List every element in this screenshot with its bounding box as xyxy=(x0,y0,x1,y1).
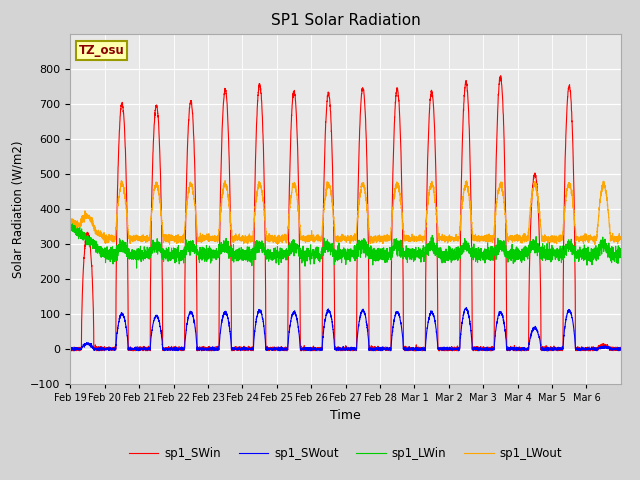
sp1_SWin xyxy=(67,346,74,351)
sp1_LWout xyxy=(396,185,403,191)
sp1_LWout xyxy=(617,234,625,240)
sp1_SWout xyxy=(524,346,532,352)
sp1_SWin xyxy=(497,73,504,79)
sp1_LWout xyxy=(524,234,531,240)
sp1_LWin xyxy=(132,265,140,271)
Text: TZ_osu: TZ_osu xyxy=(79,44,124,57)
sp1_LWin xyxy=(67,218,74,224)
sp1_SWin xyxy=(524,345,532,350)
Title: SP1 Solar Radiation: SP1 Solar Radiation xyxy=(271,13,420,28)
sp1_LWin xyxy=(396,248,403,253)
sp1_LWin xyxy=(497,247,504,252)
Y-axis label: Solar Radiation (W/m2): Solar Radiation (W/m2) xyxy=(12,140,25,277)
sp1_LWout xyxy=(538,232,546,238)
sp1_SWin xyxy=(497,75,504,81)
sp1_LWin xyxy=(524,256,532,262)
X-axis label: Time: Time xyxy=(330,408,361,421)
sp1_SWin xyxy=(396,110,403,116)
Legend: sp1_SWin, sp1_SWout, sp1_LWin, sp1_LWout: sp1_SWin, sp1_SWout, sp1_LWin, sp1_LWout xyxy=(124,443,567,465)
sp1_LWin xyxy=(538,249,546,255)
sp1_SWout xyxy=(462,305,470,311)
sp1_LWin xyxy=(366,254,374,260)
sp1_LWout xyxy=(366,239,374,244)
sp1_LWin xyxy=(72,218,79,224)
sp1_LWout xyxy=(591,241,598,247)
sp1_SWin xyxy=(617,346,625,351)
sp1_SWout xyxy=(396,314,403,320)
sp1_SWin xyxy=(366,348,374,353)
Line: sp1_SWout: sp1_SWout xyxy=(70,308,621,351)
sp1_LWin xyxy=(181,249,189,254)
sp1_SWout xyxy=(617,345,625,351)
Line: sp1_LWin: sp1_LWin xyxy=(70,221,621,268)
sp1_SWout xyxy=(366,345,374,350)
sp1_SWout xyxy=(67,346,74,351)
sp1_LWout xyxy=(221,178,229,183)
sp1_SWout xyxy=(497,309,504,315)
sp1_SWout xyxy=(180,346,188,351)
sp1_SWout xyxy=(68,348,76,354)
sp1_SWout xyxy=(538,346,546,352)
sp1_LWout xyxy=(67,215,74,220)
sp1_LWout xyxy=(180,229,188,235)
sp1_SWin xyxy=(180,336,188,342)
sp1_LWout xyxy=(497,184,504,190)
Line: sp1_SWin: sp1_SWin xyxy=(70,76,621,351)
Line: sp1_LWout: sp1_LWout xyxy=(70,180,621,244)
sp1_LWin xyxy=(617,249,625,254)
sp1_SWin xyxy=(68,348,76,354)
sp1_SWin xyxy=(538,346,546,351)
